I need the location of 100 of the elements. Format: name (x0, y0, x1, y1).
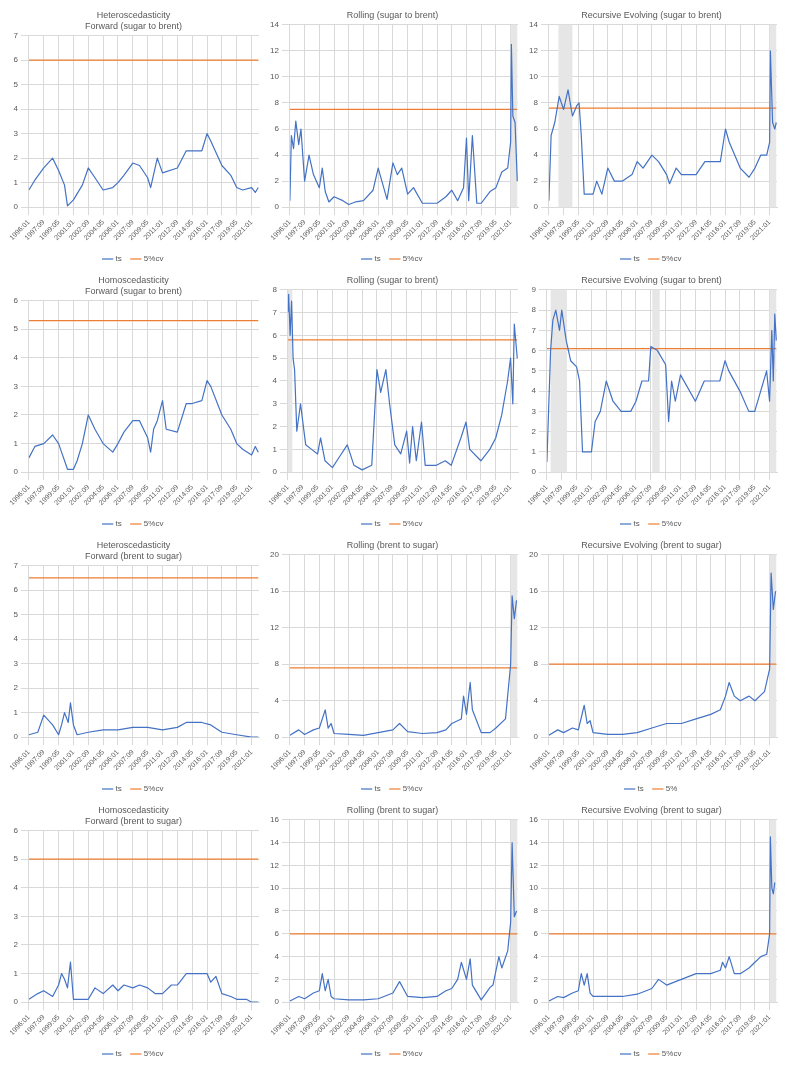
y-tick-label: 8 (533, 906, 539, 916)
y-tick-label: 4 (533, 951, 539, 961)
y-tick-label: 1 (13, 968, 19, 978)
y-tick-label: 12 (269, 860, 280, 870)
legend-label: 5%cv (661, 519, 682, 529)
y-tick-label: 10 (528, 72, 539, 82)
y-tick-label: 6 (531, 345, 537, 355)
y-tick-label: 4 (274, 695, 280, 705)
y-tick-label: 12 (528, 622, 539, 632)
y-tick-label: 1 (13, 438, 19, 448)
y-tick-label: 4 (274, 951, 280, 961)
y-tick-label: 8 (274, 659, 280, 669)
chart-subtitle: Forward (brent to sugar) (84, 815, 183, 826)
y-tick-label: 5 (13, 79, 19, 89)
y-tick-label: 8 (531, 305, 537, 315)
legend-label: ts (637, 784, 644, 794)
legend-label: 5%cv (143, 784, 164, 794)
y-tick-label: 3 (13, 911, 19, 921)
legend-label: ts (115, 1049, 122, 1059)
y-tick-label: 8 (533, 98, 539, 108)
chart-title: Recursive Evolving (brent to sugar) (581, 539, 722, 550)
y-tick-label: 0 (533, 997, 539, 1007)
legend-label: 5%cv (402, 254, 423, 264)
y-tick-label: 10 (528, 883, 539, 893)
legend-label: 5%cv (402, 519, 423, 529)
legend-label: 5%cv (661, 1049, 682, 1059)
y-tick-label: 0 (533, 202, 539, 212)
legend-label: ts (374, 1049, 381, 1059)
y-tick-label: 5 (13, 854, 19, 864)
y-tick-label: 6 (13, 825, 19, 835)
y-tick-label: 0 (274, 732, 280, 742)
y-tick-label: 20 (269, 550, 280, 559)
y-tick-label: 4 (533, 695, 539, 705)
y-tick-label: 10 (269, 72, 280, 82)
y-tick-label: 7 (272, 307, 278, 317)
y-tick-label: 0 (531, 467, 537, 477)
y-tick-label: 3 (531, 406, 537, 416)
chart-title: Homoscedasticity (98, 804, 170, 815)
y-tick-label: 2 (531, 426, 537, 436)
y-tick-label: 1 (272, 444, 278, 454)
y-tick-label: 6 (13, 55, 19, 65)
y-tick-label: 3 (13, 128, 19, 138)
y-tick-label: 0 (13, 467, 19, 477)
y-tick-label: 9 (531, 285, 537, 294)
y-tick-label: 2 (13, 940, 19, 950)
y-tick-label: 0 (274, 202, 280, 212)
chart-title: Rolling (sugar to brent) (346, 274, 439, 285)
y-tick-label: 0 (274, 997, 280, 1007)
chart-title: Recursive Evolving (brent to sugar) (581, 804, 722, 815)
chart-title: Homoscedasticity (98, 274, 170, 285)
y-tick-label: 16 (528, 815, 539, 824)
legend-label: ts (374, 784, 381, 794)
y-tick-label: 10 (269, 883, 280, 893)
legend-label: 5%cv (661, 254, 682, 264)
y-tick-label: 5 (272, 353, 278, 363)
y-tick-label: 16 (269, 815, 280, 824)
y-tick-label: 0 (13, 202, 19, 212)
y-tick-label: 0 (533, 732, 539, 742)
y-tick-label: 12 (269, 46, 280, 56)
y-tick-label: 7 (13, 30, 19, 40)
y-tick-label: 8 (272, 285, 278, 294)
y-tick-label: 1 (531, 447, 537, 457)
y-tick-label: 8 (274, 98, 280, 108)
y-tick-label: 8 (533, 659, 539, 669)
legend-label: 5%cv (143, 254, 164, 264)
y-tick-label: 2 (13, 683, 19, 693)
chart-subtitle: Forward (brent to sugar) (84, 550, 183, 561)
legend-label: 5%cv (402, 1049, 423, 1059)
y-tick-label: 4 (531, 386, 537, 396)
legend-label: ts (115, 254, 122, 264)
y-tick-label: 14 (528, 20, 539, 29)
y-tick-label: 2 (274, 974, 280, 984)
y-tick-label: 14 (528, 837, 539, 847)
y-tick-label: 4 (13, 352, 19, 362)
y-tick-label: 14 (269, 837, 280, 847)
y-tick-label: 0 (13, 732, 19, 742)
y-tick-label: 5 (13, 609, 19, 619)
y-tick-label: 2 (272, 421, 278, 431)
y-tick-label: 6 (272, 330, 278, 340)
y-tick-label: 1 (13, 177, 19, 187)
legend-label: ts (633, 519, 640, 529)
legend-label: ts (633, 1049, 640, 1059)
y-tick-label: 16 (528, 586, 539, 596)
legend-label: 5%cv (402, 784, 423, 794)
chart-subtitle: Forward (sugar to brent) (84, 285, 183, 296)
y-tick-label: 3 (13, 381, 19, 391)
y-tick-label: 7 (531, 325, 537, 335)
chart-title: Rolling (brent to sugar) (346, 539, 439, 550)
y-tick-label: 16 (269, 586, 280, 596)
chart-title: Rolling (brent to sugar) (346, 804, 439, 815)
y-tick-label: 4 (13, 104, 19, 114)
y-tick-label: 6 (13, 295, 19, 305)
y-tick-label: 12 (528, 860, 539, 870)
y-tick-label: 4 (274, 150, 280, 160)
y-tick-label: 4 (13, 882, 19, 892)
y-tick-label: 6 (533, 124, 539, 134)
legend-label: ts (374, 519, 381, 529)
y-tick-label: 5 (13, 324, 19, 334)
y-tick-label: 20 (528, 550, 539, 559)
y-tick-label: 2 (274, 176, 280, 186)
